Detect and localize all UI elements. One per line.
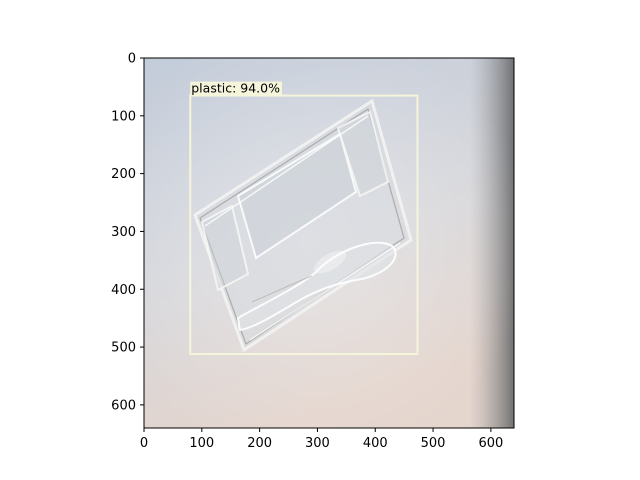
y-tick-label: 500 bbox=[111, 341, 136, 356]
x-axis: 0 100 200 300 400 500 600 bbox=[140, 428, 503, 451]
detection-label-bg bbox=[190, 81, 282, 96]
y-tick-label: 300 bbox=[111, 225, 136, 240]
x-tick-label: 0 bbox=[140, 436, 148, 451]
x-tick-label: 500 bbox=[421, 436, 446, 451]
y-tick-label: 100 bbox=[111, 109, 136, 124]
y-tick-label: 400 bbox=[111, 283, 136, 298]
detection-label: plastic: 94.0% bbox=[191, 81, 280, 96]
x-tick-label: 200 bbox=[247, 436, 272, 451]
photo-plastic-tray bbox=[144, 58, 514, 428]
detection-box bbox=[189, 94, 419, 355]
y-tick-label: 200 bbox=[111, 167, 136, 182]
x-tick-label: 300 bbox=[305, 436, 330, 451]
detection-layer: plastic: 94.0% bbox=[189, 81, 419, 355]
x-tick-label: 100 bbox=[189, 436, 214, 451]
y-tick-label: 0 bbox=[128, 52, 136, 67]
y-tick-label: 600 bbox=[111, 398, 136, 413]
plastic-tray-shape bbox=[193, 98, 413, 353]
axes-frame bbox=[143, 57, 515, 429]
x-tick-label: 400 bbox=[363, 436, 388, 451]
x-tick-label: 600 bbox=[478, 436, 503, 451]
y-axis: 0 100 200 300 400 500 600 bbox=[111, 52, 144, 413]
